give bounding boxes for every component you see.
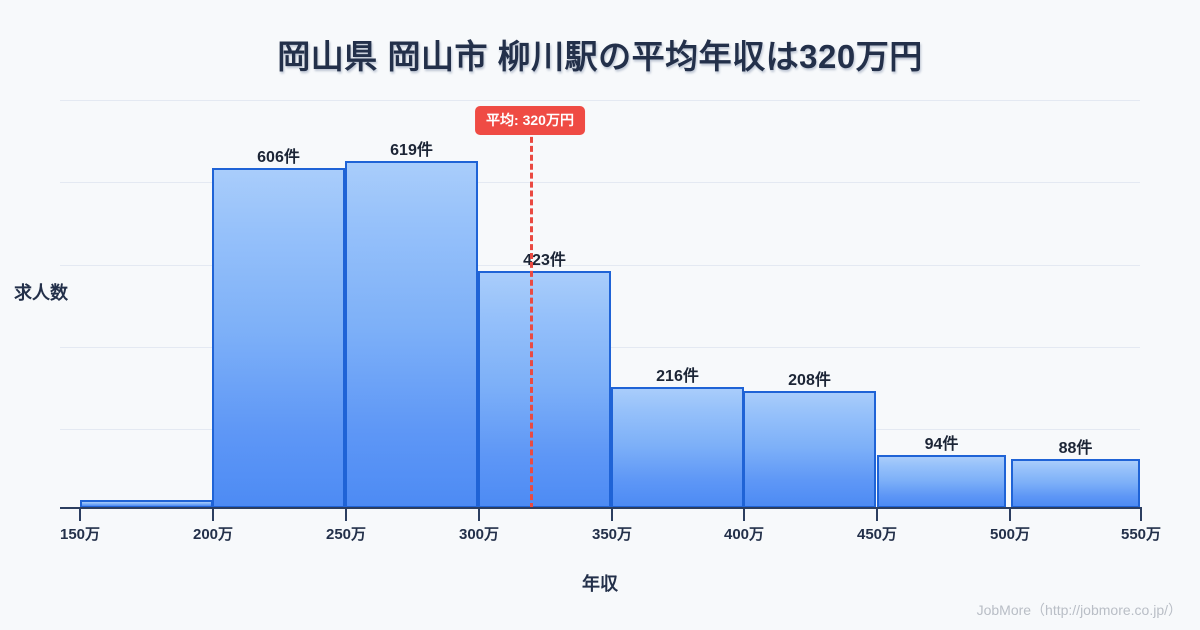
bar-bin-2[interactable] <box>212 168 345 508</box>
x-axis-tick <box>212 509 214 521</box>
bar-bin-3[interactable] <box>345 161 478 508</box>
page-title: 岡山県 岡山市 柳川駅の平均年収は320万円 <box>277 38 923 75</box>
x-axis-tick <box>1140 509 1142 521</box>
bar-bin-5[interactable] <box>611 387 744 508</box>
x-tick-label-500: 500万 <box>989 526 1031 543</box>
bar-bin-8[interactable] <box>1011 459 1140 508</box>
gridline <box>60 265 1140 266</box>
bar-value-label-2: 606件 <box>257 149 300 166</box>
bar-value-label-4: 423件 <box>523 252 566 269</box>
x-axis-tick <box>876 509 878 521</box>
bar-value-label-5: 216件 <box>656 368 699 385</box>
x-tick-label-300: 300万 <box>458 526 500 543</box>
x-tick-label-350: 350万 <box>591 526 633 543</box>
x-axis-tick <box>478 509 480 521</box>
x-tick-label-550: 550万 <box>1120 526 1162 543</box>
bar-bin-7[interactable] <box>877 455 1006 508</box>
average-line-marker <box>530 128 533 509</box>
average-value-badge: 平均: 320万円 <box>475 106 585 135</box>
x-tick-label-250: 250万 <box>325 526 367 543</box>
x-axis-tick <box>611 509 613 521</box>
x-tick-label-450: 450万 <box>856 526 898 543</box>
y-axis-title: 求人数 <box>14 283 68 303</box>
bar-bin-6[interactable] <box>743 391 876 508</box>
bar-value-label-6: 208件 <box>788 372 831 389</box>
x-axis-tick <box>79 509 81 521</box>
chart-plot-area: 606件 619件 423件 216件 208件 94件 88件 <box>60 95 1140 508</box>
x-axis-tick <box>1009 509 1011 521</box>
footer-credit: JobMore（http://jobmore.co.jp/） <box>976 602 1182 618</box>
x-axis-line <box>60 507 1142 509</box>
gridline <box>60 100 1140 101</box>
bar-value-label-7: 94件 <box>924 436 959 453</box>
bar-value-label-3: 619件 <box>390 142 433 159</box>
gridline <box>60 182 1140 183</box>
x-tick-label-200: 200万 <box>192 526 234 543</box>
bar-value-label-8: 88件 <box>1058 440 1093 457</box>
x-axis-tick <box>743 509 745 521</box>
x-axis-tick <box>345 509 347 521</box>
x-tick-label-150: 150万 <box>59 526 101 543</box>
bar-bin-4[interactable] <box>478 271 611 508</box>
x-tick-label-400: 400万 <box>723 526 765 543</box>
x-axis-title: 年収 <box>582 574 618 594</box>
